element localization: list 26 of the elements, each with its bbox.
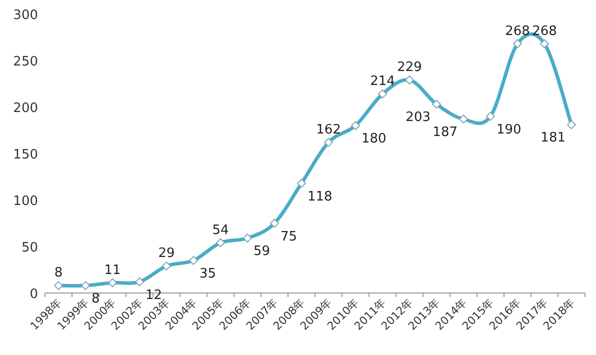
y-tick-label: 200 — [13, 101, 38, 116]
data-label: 229 — [397, 60, 422, 76]
data-label: 8 — [54, 266, 63, 281]
y-tick-label: 100 — [13, 194, 38, 209]
data-label: 59 — [254, 244, 270, 260]
data-label: 118 — [308, 189, 332, 204]
data-label: 8 — [92, 292, 100, 307]
data-label: 203 — [406, 110, 430, 126]
y-tick-label: 250 — [13, 54, 38, 70]
data-label: 35 — [200, 266, 216, 282]
data-label: 75 — [280, 229, 298, 244]
y-tick-label: 300 — [13, 8, 38, 23]
data-label: 268 — [532, 24, 557, 39]
y-tick-label: 150 — [13, 148, 38, 162]
data-label: 181 — [540, 130, 566, 146]
data-label: 162 — [316, 122, 341, 138]
data-label: 187 — [432, 125, 458, 140]
data-label: 190 — [496, 122, 522, 138]
data-label: 180 — [362, 132, 386, 147]
data-label: 214 — [370, 74, 395, 89]
y-tick-label: 0 — [30, 287, 38, 302]
data-label: 11 — [104, 262, 121, 278]
data-label: 54 — [212, 222, 229, 238]
data-label: 268 — [505, 24, 530, 39]
y-tick-label: 50 — [21, 240, 38, 256]
data-label: 29 — [158, 246, 175, 262]
